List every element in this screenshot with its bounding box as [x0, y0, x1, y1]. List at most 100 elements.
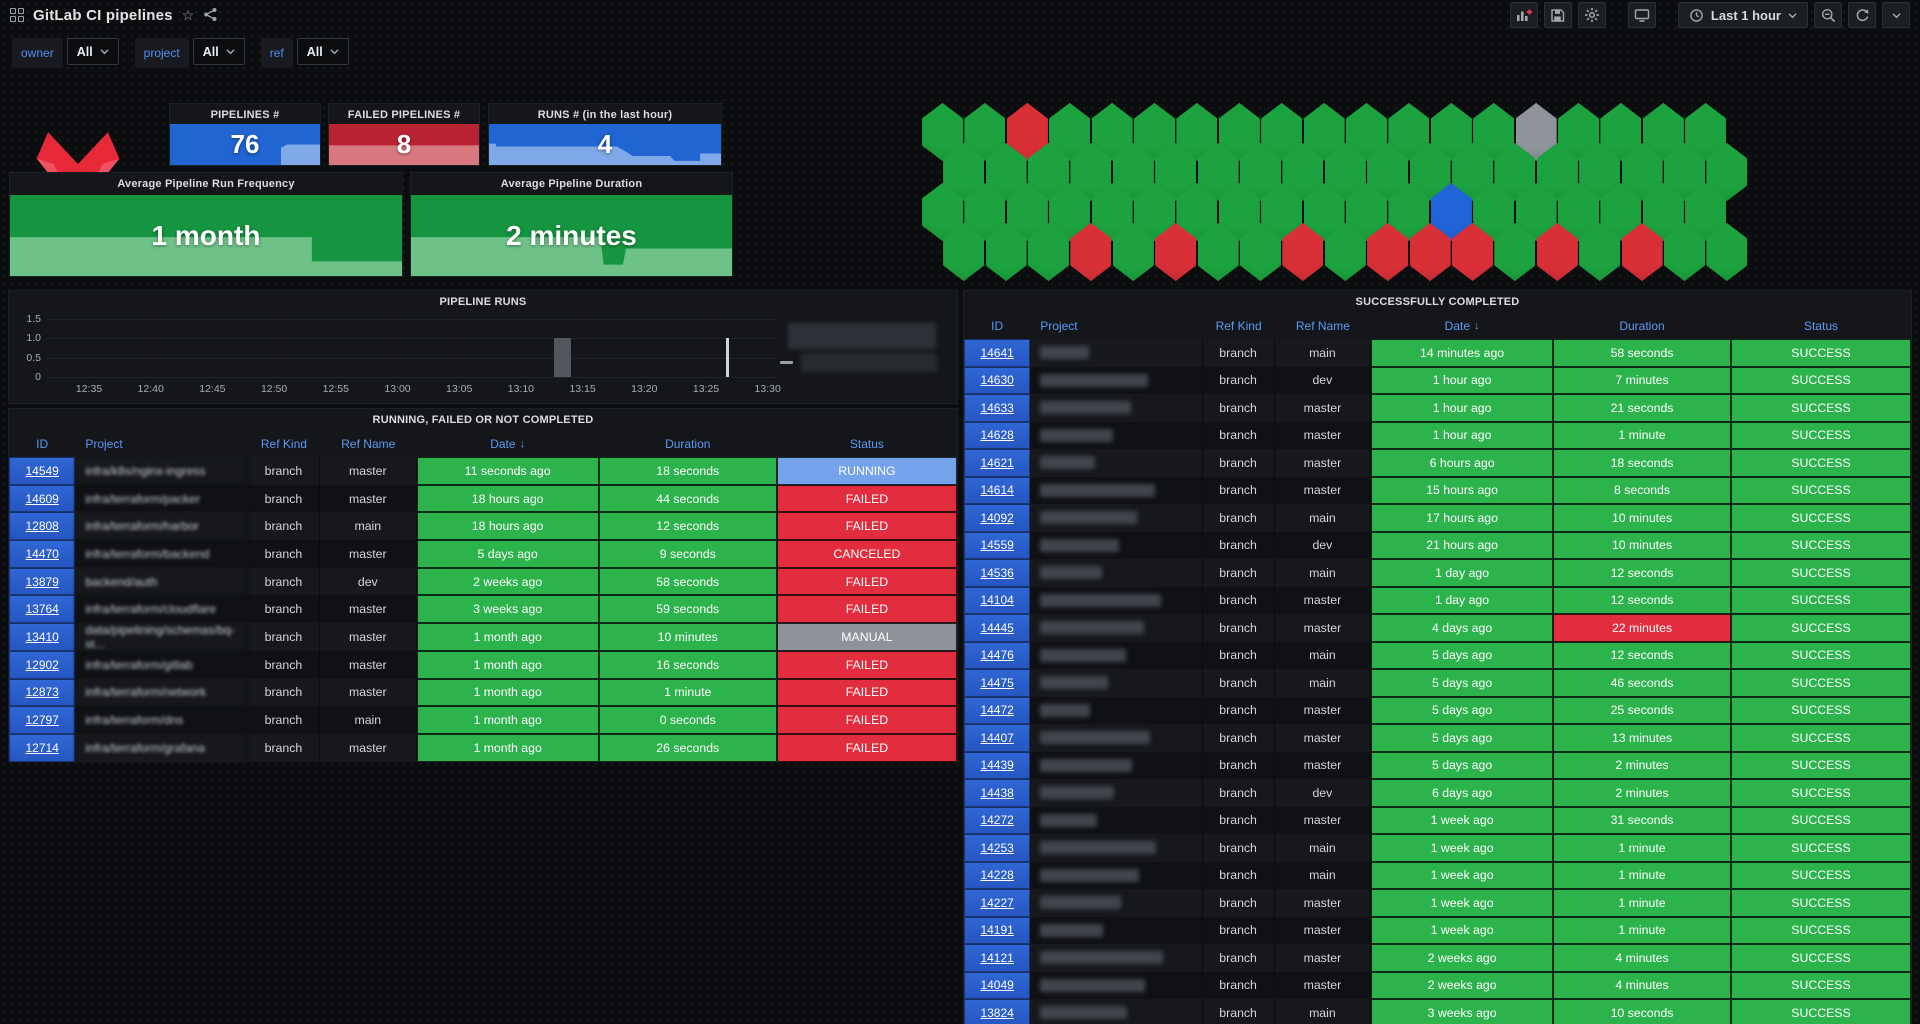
pipeline-id-link[interactable]: 14630 — [980, 373, 1014, 388]
pipeline-id-link[interactable]: 13824 — [980, 1005, 1014, 1020]
pipeline-id-link[interactable]: 14621 — [980, 455, 1014, 470]
pipeline-id-link[interactable]: 14549 — [25, 463, 59, 478]
pipeline-id-link[interactable]: 14559 — [980, 538, 1014, 553]
column-header-id[interactable]: ID — [36, 437, 49, 451]
pipeline-id-link[interactable]: 12714 — [25, 740, 59, 755]
pipeline-id-link[interactable]: 13879 — [25, 574, 59, 589]
date-cell: 1 month ago — [416, 678, 599, 707]
column-header-ref-name[interactable]: Ref Name — [341, 437, 396, 451]
dashboard-grid-icon[interactable] — [10, 8, 24, 22]
column-header-date[interactable]: Date ↓ — [1444, 319, 1480, 333]
ref-name-cell: master — [1274, 724, 1372, 752]
pipeline-id-link[interactable]: 14407 — [980, 730, 1014, 745]
ref-kind-cell: branch — [1202, 339, 1275, 367]
star-icon[interactable]: ☆ — [181, 7, 195, 23]
table-row: 14641 branch main 14 minutes ago 58 seconds S… — [964, 339, 1911, 367]
pipeline-id-link[interactable]: 14227 — [980, 895, 1014, 910]
project-cell — [1030, 476, 1203, 504]
pipeline-id-link[interactable]: 14475 — [980, 675, 1014, 690]
ref-kind-cell: branch — [1202, 889, 1275, 917]
status-cell: FAILED — [776, 733, 957, 762]
pipeline-id-link[interactable]: 14253 — [980, 840, 1014, 855]
duration-cell: 4 minutes — [1553, 944, 1732, 972]
id-cell: 14228 — [964, 861, 1031, 889]
redacted-project-name — [1040, 1006, 1128, 1020]
panel-title: SUCCESSFULLY COMPLETED — [1355, 296, 1520, 308]
chevron-down-icon — [1788, 12, 1797, 18]
pipeline-id-link[interactable]: 14121 — [980, 950, 1014, 965]
time-range-picker[interactable]: Last 1 hour — [1677, 2, 1808, 28]
ref-kind-cell: branch — [1202, 449, 1275, 477]
column-header-date[interactable]: Date ↓ — [490, 437, 526, 451]
pipeline-id-link[interactable]: 14609 — [25, 491, 59, 506]
pipeline-id-link[interactable]: 14092 — [980, 510, 1014, 525]
column-header-duration[interactable]: Duration — [1619, 319, 1665, 333]
pipeline-id-link[interactable]: 12873 — [25, 685, 59, 700]
save-dashboard-button[interactable] — [1543, 2, 1572, 28]
pipeline-id-link[interactable]: 12797 — [25, 713, 59, 728]
column-header-duration[interactable]: Duration — [665, 437, 711, 451]
project-cell: infra/k8s/nginx-ingress — [75, 457, 248, 485]
pipeline-id-link[interactable]: 13764 — [25, 602, 59, 617]
share-icon[interactable] — [203, 7, 218, 24]
pipeline-id-link[interactable]: 14445 — [980, 620, 1014, 635]
panel-successfully-completed-table: SUCCESSFULLY COMPLETED ID Project Ref Kind… — [963, 290, 1912, 1024]
column-header-project[interactable]: Project — [1040, 319, 1078, 333]
pipeline-id-link[interactable]: 14470 — [25, 546, 59, 561]
pipeline-id-link[interactable]: 14272 — [980, 813, 1014, 828]
table-row: 14253 branch main 1 week ago 1 minute SUCCESS — [964, 834, 1911, 862]
pipeline-id-link[interactable]: 14439 — [980, 758, 1014, 773]
ref-name-cell: master — [319, 484, 417, 513]
refresh-button[interactable] — [1848, 2, 1876, 28]
x-axis-tick: 12:40 — [137, 383, 164, 395]
pipeline-id-link[interactable]: 14191 — [980, 923, 1014, 938]
zoom-out-time-button[interactable] — [1814, 2, 1842, 28]
pipeline-id-link[interactable]: 14104 — [980, 593, 1014, 608]
refresh-interval-dropdown[interactable] — [1882, 2, 1910, 28]
pipeline-id-link[interactable]: 14049 — [980, 978, 1014, 993]
pipeline-id-link[interactable]: 14614 — [980, 483, 1014, 498]
ref-kind-cell: branch — [1202, 614, 1275, 642]
ref-name-cell: main — [319, 706, 417, 734]
redacted-project-name — [1040, 951, 1163, 965]
pipeline-id-link[interactable]: 14641 — [980, 345, 1014, 360]
variable-dropdown-owner[interactable]: All — [66, 38, 119, 65]
pipeline-id-link[interactable]: 13410 — [25, 629, 59, 644]
pipeline-id-link[interactable]: 14633 — [980, 400, 1014, 415]
project-cell — [1030, 999, 1203, 1024]
column-header-project[interactable]: Project — [85, 437, 123, 451]
add-panel-button[interactable] — [1509, 2, 1538, 28]
redacted-project-name — [1040, 346, 1089, 360]
pipeline-id-link[interactable]: 12808 — [25, 519, 59, 534]
column-header-status[interactable]: Status — [1803, 319, 1838, 333]
pipeline-id-link[interactable]: 12902 — [25, 657, 59, 672]
duration-cell: 44 seconds — [598, 484, 777, 513]
column-header-id[interactable]: ID — [991, 319, 1004, 333]
pipeline-id-link[interactable]: 14472 — [980, 703, 1014, 718]
duration-cell: 18 seconds — [598, 457, 777, 485]
duration-cell: 59 seconds — [598, 595, 777, 624]
pipeline-id-link[interactable]: 14476 — [980, 648, 1014, 663]
date-cell: 6 hours ago — [1371, 449, 1553, 477]
variable-dropdown-ref[interactable]: All — [296, 38, 349, 65]
redacted-project-name — [1040, 483, 1155, 497]
column-header-status[interactable]: Status — [849, 437, 884, 451]
column-header-ref-kind[interactable]: Ref Kind — [1215, 319, 1262, 333]
column-header-ref-kind[interactable]: Ref Kind — [260, 437, 307, 451]
variable-dropdown-project[interactable]: All — [192, 38, 245, 65]
x-axis-tick: 13:05 — [446, 383, 473, 395]
duration-cell: 58 seconds — [598, 567, 777, 596]
pipeline-id-link[interactable]: 14536 — [980, 565, 1014, 580]
pipeline-id-link[interactable]: 14438 — [980, 785, 1014, 800]
dashboard-settings-button[interactable] — [1577, 2, 1606, 28]
project-cell — [1030, 366, 1203, 394]
redacted-project-name — [1040, 401, 1131, 415]
cycle-view-mode-button[interactable] — [1627, 2, 1656, 28]
pipeline-id-link[interactable]: 14228 — [980, 868, 1014, 883]
project-cell — [1030, 421, 1203, 449]
pipeline-id-link[interactable]: 14628 — [980, 428, 1014, 443]
table-row: 12797 infra/terraform/dns branch main 1 mont… — [9, 706, 957, 734]
column-header-ref-name[interactable]: Ref Name — [1295, 319, 1350, 333]
table-row: 13879 backend/auth branch dev 2 weeks ago 58 … — [9, 567, 957, 596]
date-cell: 5 days ago — [416, 540, 599, 568]
